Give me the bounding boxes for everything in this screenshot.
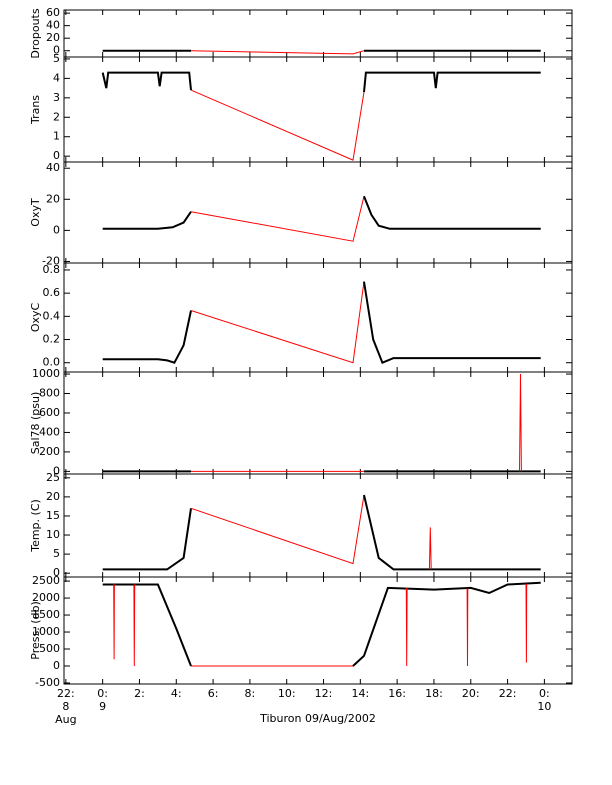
y-tick-label: 4 — [53, 71, 60, 84]
data-line — [102, 583, 192, 667]
data-line — [466, 588, 469, 667]
data-line — [102, 211, 192, 230]
x-tick-label: 12: — [315, 687, 333, 700]
data-line — [190, 50, 365, 55]
x-tick-label: 14: — [351, 687, 369, 700]
y-tick-label: 15 — [46, 509, 60, 522]
y-tick-label: 1000 — [32, 625, 60, 638]
y-tick-label: 5 — [53, 52, 60, 65]
y-tick-label: 0 — [53, 566, 60, 579]
y-tick-label: 0 — [53, 44, 60, 57]
y-tick-label: -500 — [35, 676, 60, 689]
y-axis-label: Temp. (C) — [29, 499, 42, 553]
x-tick-label: 18: — [425, 687, 443, 700]
data-line — [102, 310, 192, 364]
y-tick-label: 2500 — [32, 574, 60, 587]
y-tick-label: 0 — [53, 464, 60, 477]
data-line — [525, 583, 528, 663]
plot-frame — [63, 576, 573, 685]
x-tick-label: 16: — [388, 687, 406, 700]
x-tick-label: 0: — [97, 687, 108, 700]
data-line — [102, 508, 192, 571]
y-tick-label: 1000 — [32, 367, 60, 380]
plot-frame — [63, 161, 573, 264]
x-date-label: 8 — [62, 700, 69, 713]
x-tick-label: 2: — [134, 687, 145, 700]
y-axis-label: OxyC — [29, 303, 42, 333]
x-tick-label: 22: — [499, 687, 517, 700]
y-tick-label: 1500 — [32, 608, 60, 621]
x-date-label: 10 — [537, 700, 551, 713]
data-line — [428, 527, 432, 570]
y-tick-label: 40 — [46, 19, 60, 32]
y-tick-label: 20 — [46, 192, 60, 205]
y-tick-label: 0 — [53, 659, 60, 672]
y-tick-label: 3 — [53, 91, 60, 104]
y-tick-label: 200 — [39, 445, 60, 458]
data-line — [190, 196, 365, 242]
x-axis-label: Tiburon 09/Aug/2002 — [259, 712, 376, 725]
x-date-label: 9 — [99, 700, 106, 713]
x-tick-label: 20: — [462, 687, 480, 700]
data-line — [113, 584, 115, 660]
y-tick-label: 600 — [39, 406, 60, 419]
x-date-label: Aug — [55, 713, 76, 726]
data-line — [190, 494, 365, 565]
y-tick-label: 2 — [53, 110, 60, 123]
y-tick-label: 25 — [46, 471, 60, 484]
x-tick-label: 22: — [57, 687, 75, 700]
x-tick-label: 0: — [539, 687, 550, 700]
data-line — [363, 195, 541, 230]
y-axis-label: Sal78 (psu) — [29, 392, 42, 455]
data-line — [363, 281, 541, 365]
y-tick-label: 60 — [46, 6, 60, 19]
x-tick-label: 8: — [245, 687, 256, 700]
y-tick-label: 5 — [53, 547, 60, 560]
data-line — [133, 584, 136, 667]
y-tick-label: 20 — [46, 490, 60, 503]
plot-frame — [63, 262, 573, 373]
data-line — [405, 587, 408, 667]
data-line — [363, 71, 541, 93]
data-line — [519, 373, 522, 472]
plot-frame — [63, 371, 573, 475]
y-tick-label: 2000 — [32, 591, 60, 604]
y-tick-label: 500 — [39, 642, 60, 655]
data-line — [190, 281, 365, 364]
y-tick-label: 0 — [53, 223, 60, 236]
y-tick-label: 1 — [53, 130, 60, 143]
data-line — [363, 494, 541, 571]
y-tick-label: 40 — [46, 161, 60, 174]
y-tick-label: 20 — [46, 31, 60, 44]
y-tick-label: 0 — [53, 149, 60, 162]
y-axis-label: Press. (db) — [29, 601, 42, 660]
y-axis-label: Trans — [29, 95, 42, 125]
y-tick-label: 0.8 — [43, 263, 61, 276]
x-tick-label: 6: — [208, 687, 219, 700]
data-line — [352, 581, 541, 667]
data-line — [101, 71, 192, 91]
y-axis-label: OxyT — [29, 198, 42, 227]
data-line — [190, 89, 365, 161]
y-tick-label: 0.6 — [43, 286, 61, 299]
y-tick-label: 400 — [39, 425, 60, 438]
y-tick-label: -20 — [42, 254, 60, 267]
y-tick-label: 800 — [39, 387, 60, 400]
y-tick-label: 0.0 — [43, 356, 61, 369]
x-tick-label: 4: — [171, 687, 182, 700]
y-tick-label: 0.2 — [43, 333, 61, 346]
y-axis-label: Dropouts — [29, 8, 42, 58]
x-tick-label: 10: — [278, 687, 296, 700]
plot-frame — [63, 473, 573, 578]
y-tick-label: 0.4 — [43, 309, 61, 322]
y-tick-label: 10 — [46, 528, 60, 541]
